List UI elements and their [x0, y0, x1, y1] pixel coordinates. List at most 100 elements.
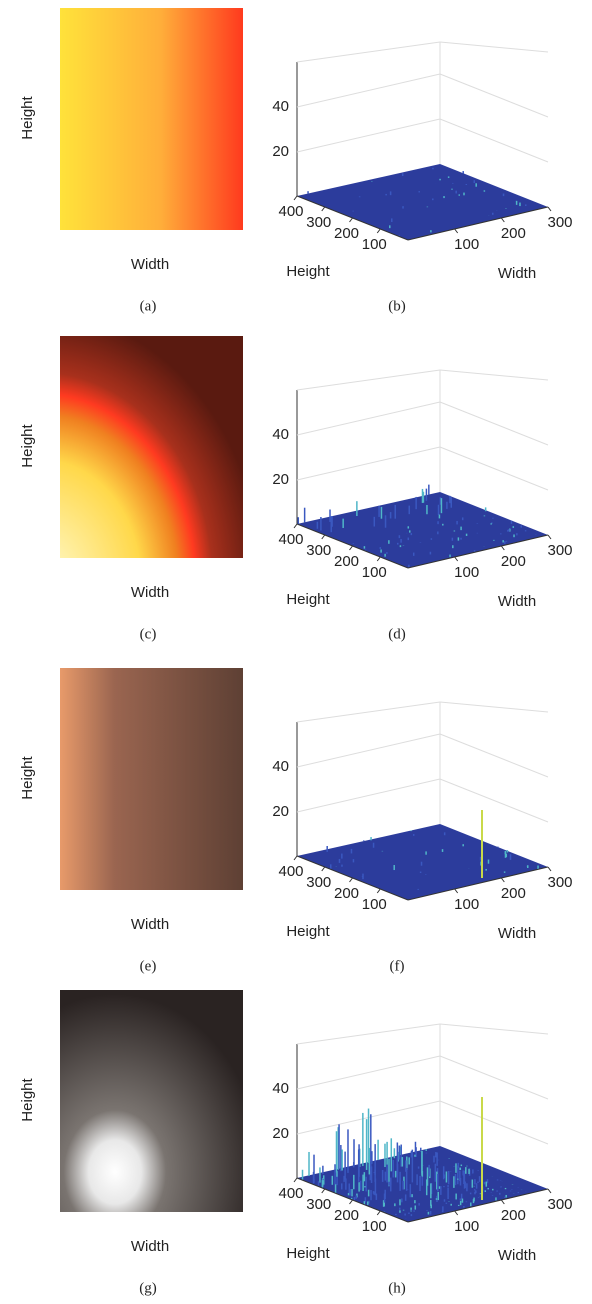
y-axis-label: Height: [19, 755, 36, 799]
grid-line: [440, 1101, 548, 1144]
x-axis-label: Width: [131, 1238, 169, 1255]
tick-mark: [455, 229, 458, 233]
width-axis-label: Width: [498, 925, 536, 942]
tick-mark: [455, 889, 458, 893]
height-tick-label: 200: [334, 553, 359, 570]
grid-line: [297, 402, 440, 435]
width-tick-label: 300: [547, 1196, 572, 1213]
height-tick-label: 100: [362, 1218, 387, 1235]
height-tick-label: 400: [278, 863, 303, 880]
width-tick-label: 100: [454, 564, 479, 581]
tick-mark: [377, 557, 380, 561]
photo: [60, 990, 243, 1212]
grid-line: [297, 447, 440, 480]
tick-mark: [501, 218, 504, 222]
height-tick-label: 400: [278, 1185, 303, 1202]
grid-line: [440, 402, 548, 445]
caption: (d): [388, 626, 406, 642]
height-tick-label: 200: [334, 225, 359, 242]
height-axis-label: Height: [286, 923, 330, 940]
grid-line: [440, 1056, 548, 1099]
photo: [60, 668, 243, 890]
tick-mark: [294, 196, 297, 200]
grid-line: [297, 734, 440, 767]
grid-line: [440, 734, 548, 777]
z-tick-label: 20: [272, 1125, 289, 1142]
grid-line: [297, 119, 440, 152]
grid-line: [297, 74, 440, 107]
tick-mark: [294, 524, 297, 528]
box-edge: [297, 370, 440, 390]
grid-line: [297, 1056, 440, 1089]
height-tick-label: 300: [306, 1196, 331, 1213]
figure: HeightWidth(a)2040400300200100100200300H…: [0, 0, 592, 1304]
caption: (a): [140, 298, 157, 314]
grid-line: [440, 447, 548, 490]
height-tick-label: 100: [362, 236, 387, 253]
x-axis-label: Width: [131, 916, 169, 933]
tick-mark: [548, 535, 551, 539]
x-axis-label: Width: [131, 584, 169, 601]
tick-mark: [501, 878, 504, 882]
width-tick-label: 300: [547, 874, 572, 891]
caption: (f): [390, 958, 405, 974]
tick-mark: [501, 1200, 504, 1204]
width-tick-label: 100: [454, 896, 479, 913]
tick-mark: [322, 207, 325, 211]
tick-mark: [501, 546, 504, 550]
z-tick-label: 20: [272, 143, 289, 160]
tick-mark: [294, 1178, 297, 1182]
height-tick-label: 100: [362, 564, 387, 581]
tick-mark: [377, 229, 380, 233]
tick-mark: [350, 218, 353, 222]
z-tick-label: 40: [272, 426, 289, 443]
height-axis-label: Height: [286, 1245, 330, 1262]
x-axis-label: Width: [131, 256, 169, 273]
height-axis-label: Height: [286, 591, 330, 608]
tick-mark: [377, 889, 380, 893]
z-tick-label: 20: [272, 471, 289, 488]
box-edge: [297, 1024, 440, 1044]
caption: (b): [388, 298, 406, 314]
width-axis-label: Width: [498, 593, 536, 610]
height-tick-label: 400: [278, 203, 303, 220]
box-edge: [440, 42, 548, 52]
tick-mark: [377, 1211, 380, 1215]
width-tick-label: 200: [501, 1207, 526, 1224]
z-tick-label: 40: [272, 758, 289, 775]
photo: [60, 8, 243, 230]
height-tick-label: 100: [362, 896, 387, 913]
width-tick-label: 100: [454, 236, 479, 253]
height-tick-label: 200: [334, 1207, 359, 1224]
tick-mark: [350, 546, 353, 550]
caption: (h): [388, 1280, 406, 1296]
tick-mark: [548, 207, 551, 211]
height-tick-label: 300: [306, 542, 331, 559]
tick-mark: [548, 1189, 551, 1193]
width-axis-label: Width: [498, 1247, 536, 1264]
tick-mark: [322, 535, 325, 539]
tick-mark: [455, 1211, 458, 1215]
z-tick-label: 40: [272, 1080, 289, 1097]
grid-line: [440, 74, 548, 117]
box-edge: [440, 702, 548, 712]
photo: [60, 336, 243, 558]
y-axis-label: Height: [19, 423, 36, 467]
width-tick-label: 200: [501, 225, 526, 242]
grid-line: [440, 119, 548, 162]
tick-mark: [548, 867, 551, 871]
z-tick-label: 20: [272, 803, 289, 820]
width-tick-label: 300: [547, 542, 572, 559]
y-axis-label: Height: [19, 95, 36, 139]
height-tick-label: 300: [306, 874, 331, 891]
caption: (g): [139, 1280, 157, 1296]
box-edge: [297, 702, 440, 722]
tick-mark: [322, 1189, 325, 1193]
tick-mark: [350, 878, 353, 882]
tick-mark: [322, 867, 325, 871]
tick-mark: [350, 1200, 353, 1204]
y-axis-label: Height: [19, 1077, 36, 1121]
